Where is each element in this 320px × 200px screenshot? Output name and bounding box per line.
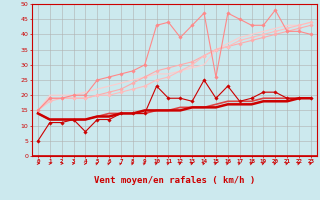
X-axis label: Vent moyen/en rafales ( km/h ): Vent moyen/en rafales ( km/h ): [94, 176, 255, 185]
